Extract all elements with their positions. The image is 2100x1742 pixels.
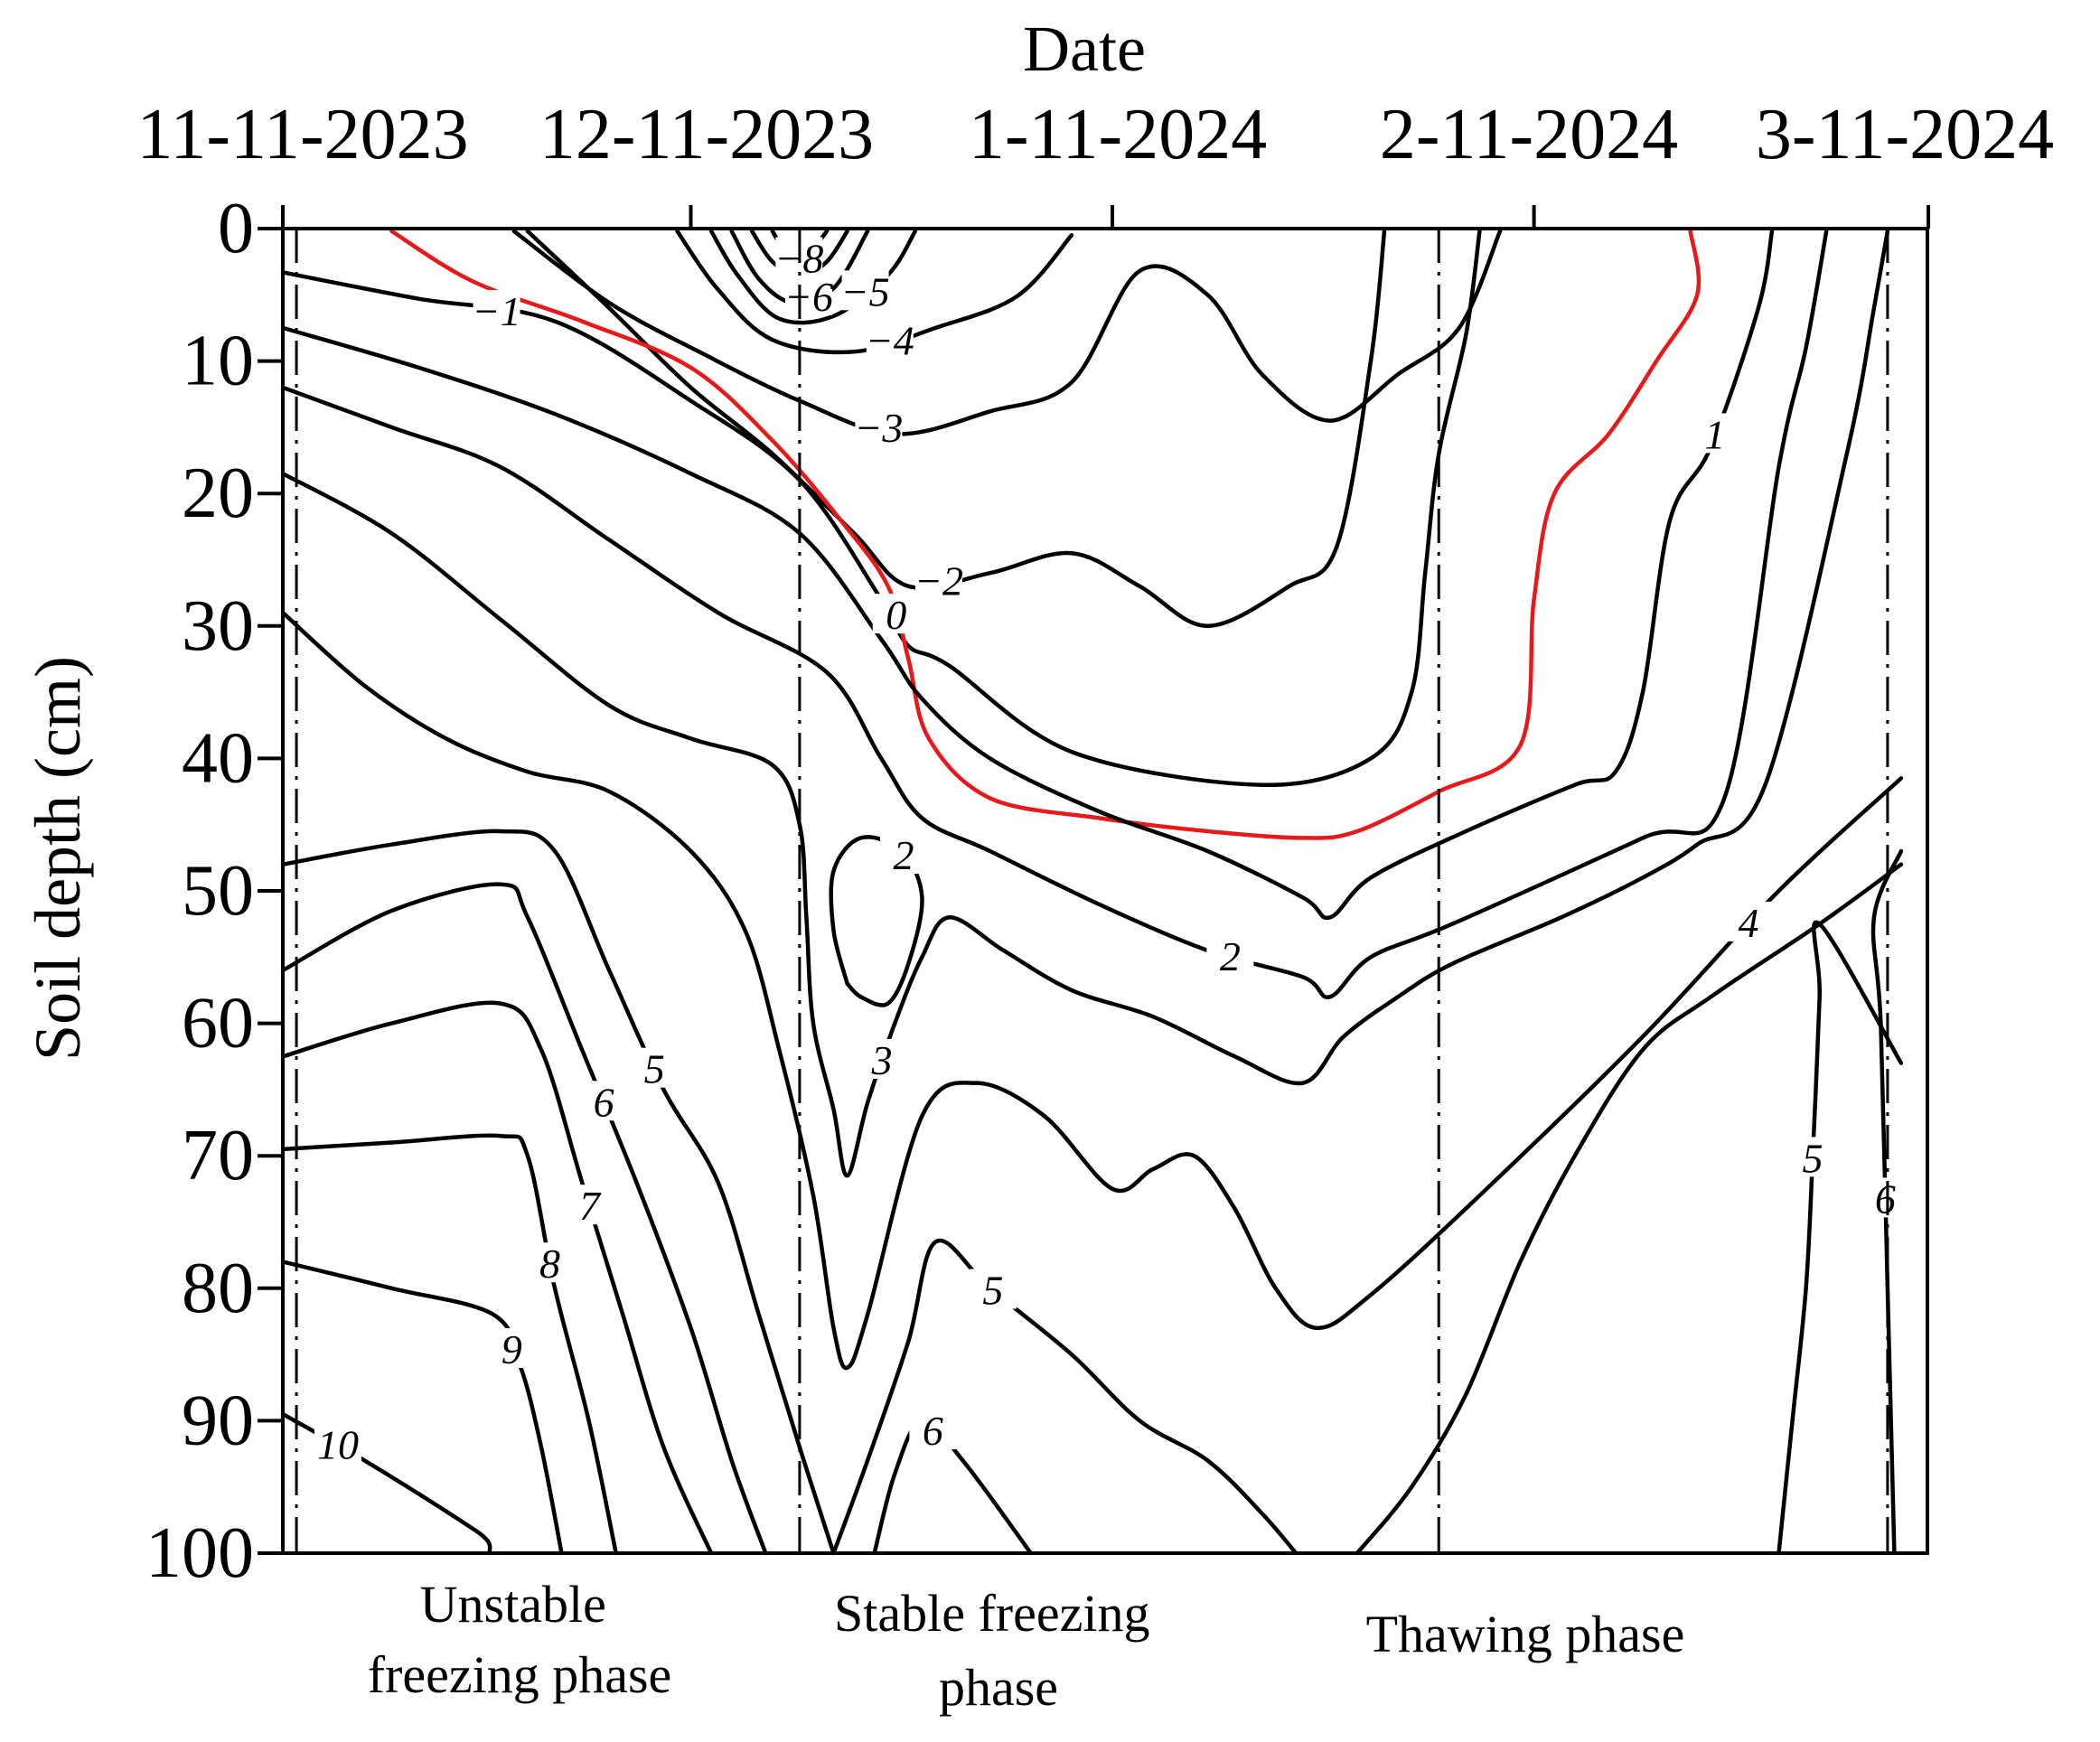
y-tick-label: 0 bbox=[218, 189, 254, 268]
contour-label: 8 bbox=[539, 1241, 560, 1287]
contour-label: −5 bbox=[841, 268, 890, 314]
contour-label-bg bbox=[473, 289, 520, 330]
contour-label-bg bbox=[1691, 413, 1739, 454]
contour-label-bg bbox=[580, 1081, 628, 1121]
contour-label: −1 bbox=[473, 288, 521, 334]
contour-label-bg bbox=[1206, 934, 1254, 975]
phase-label-line: phase bbox=[939, 1658, 1058, 1717]
y-tick-label: 50 bbox=[182, 851, 254, 931]
contour-line-6 bbox=[1870, 848, 1904, 1556]
y-axis-title: Soil depth (cm) bbox=[22, 656, 94, 1061]
contour-label-bg bbox=[631, 1047, 679, 1088]
x-axis-title: Date bbox=[1023, 13, 1146, 85]
contour-line--5 bbox=[708, 229, 918, 325]
contour-label-bg bbox=[872, 594, 920, 634]
contour-line--2 bbox=[525, 229, 1387, 629]
x-tick-label: 3-11-2024 bbox=[1756, 95, 2054, 174]
contour-line--3 bbox=[511, 229, 1503, 436]
contour-label-bg bbox=[1861, 1177, 1909, 1218]
contour-line-5 bbox=[1777, 920, 1904, 1556]
contour-label: 3 bbox=[871, 1037, 893, 1083]
phase-label-stable-freezing: Stable freezing phase bbox=[834, 1584, 1163, 1717]
x-tick-label: 11-11-2023 bbox=[136, 95, 468, 174]
contour-line-5 bbox=[831, 1238, 1298, 1556]
contour-line-2 bbox=[280, 229, 1829, 999]
y-tick-label: 40 bbox=[182, 718, 254, 798]
contour-label-bg bbox=[915, 559, 963, 600]
phase-label-line: freezing phase bbox=[368, 1645, 672, 1704]
y-tick-label: 90 bbox=[182, 1381, 254, 1460]
contour-label: 10 bbox=[317, 1422, 359, 1468]
contour-label: 4 bbox=[1739, 900, 1759, 946]
y-tick-label: 70 bbox=[182, 1116, 254, 1195]
contour-line-9 bbox=[280, 1260, 564, 1556]
contour-label: 1 bbox=[1704, 411, 1725, 457]
contour-label: 5 bbox=[982, 1268, 1003, 1314]
contour-line-7 bbox=[280, 1000, 714, 1556]
y-tick-label: 100 bbox=[145, 1513, 254, 1593]
contour-line-5 bbox=[1355, 862, 1904, 1556]
contour-label: −6 bbox=[784, 274, 833, 320]
contour-label-bg bbox=[858, 1038, 906, 1079]
contour-label: 6 bbox=[923, 1408, 943, 1454]
y-axis: Soil depth (cm) 0 10 20 30 40 50 60 70 80 90 100 bbox=[22, 189, 283, 1593]
y-tick-label: 20 bbox=[182, 454, 254, 533]
contour-label-bg bbox=[314, 1423, 361, 1464]
contour-label: 6 bbox=[594, 1079, 614, 1125]
contour-label: 2 bbox=[1220, 933, 1241, 979]
contour-label: 2 bbox=[893, 832, 914, 878]
y-tick-label: 60 bbox=[182, 984, 254, 1063]
contour-label: 7 bbox=[579, 1183, 602, 1229]
contour-label: 9 bbox=[502, 1326, 522, 1372]
contour-label-bg bbox=[1788, 1137, 1836, 1177]
contour-label-bg bbox=[488, 1327, 536, 1368]
contour-line-5 bbox=[280, 829, 836, 1556]
contour-line-1 bbox=[280, 229, 1775, 921]
phase-label-thawing: Thawing phase bbox=[1366, 1605, 1685, 1663]
x-axis: Date 11-11-2023 12-11-2023 1-11-2024 2-1… bbox=[136, 13, 2054, 229]
contour-label: −3 bbox=[854, 405, 903, 451]
contour-lines-layer bbox=[280, 229, 1904, 1556]
contour-label: −4 bbox=[866, 318, 914, 364]
contour-label-bg bbox=[866, 319, 914, 360]
phase-label-unstable-freezing: Unstable freezing phase bbox=[368, 1575, 672, 1704]
contour-label-bg bbox=[879, 834, 927, 875]
x-tick-label: 2-11-2024 bbox=[1380, 95, 1678, 174]
phase-label-line: Stable freezing bbox=[834, 1584, 1149, 1643]
contour-label: 6 bbox=[1875, 1175, 1896, 1222]
contour-line-10 bbox=[280, 1411, 492, 1556]
y-tick-label: 10 bbox=[182, 322, 254, 401]
y-tick-label: 80 bbox=[182, 1249, 254, 1328]
phase-labels: Unstable freezing phase Stable freezing … bbox=[368, 1575, 1685, 1717]
contour-label: 0 bbox=[886, 592, 906, 638]
contour-label-bg bbox=[1725, 901, 1773, 941]
contour-label-bg bbox=[909, 1410, 957, 1450]
phase-label-line: Unstable bbox=[420, 1575, 606, 1634]
contour-label-bg bbox=[785, 275, 833, 315]
x-tick-label: 1-11-2024 bbox=[969, 95, 1267, 174]
contour-line-3 bbox=[280, 229, 1890, 1178]
contour-label-bg bbox=[526, 1242, 574, 1283]
contour-line-8 bbox=[280, 1133, 618, 1556]
contour-label: −2 bbox=[914, 557, 963, 604]
contour-line-0 bbox=[389, 229, 1702, 840]
contour-label-bg bbox=[855, 407, 903, 447]
contour-line--1 bbox=[280, 229, 1482, 787]
contour-label-bg bbox=[841, 270, 889, 311]
contour-label: 5 bbox=[644, 1046, 665, 1092]
contour-label-bg bbox=[566, 1185, 614, 1225]
x-tick-label: 12-11-2023 bbox=[539, 95, 874, 174]
contour-line-6 bbox=[280, 882, 768, 1556]
contour-label: 5 bbox=[1802, 1135, 1823, 1181]
contour-label-bg bbox=[969, 1269, 1017, 1309]
phase-dividers-layer bbox=[295, 229, 1889, 1553]
y-tick-label: 30 bbox=[182, 586, 254, 666]
contour-line--4 bbox=[675, 229, 1074, 355]
contour-line-4 bbox=[280, 610, 1904, 1371]
